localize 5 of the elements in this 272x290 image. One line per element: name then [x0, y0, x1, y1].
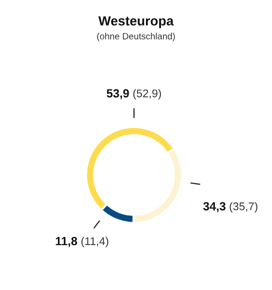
data-label: 11,8 (11,4) [56, 236, 108, 248]
data-label: 53,9 (52,9) [106, 89, 161, 100]
chart-title: Westeuropa [98, 16, 174, 28]
chart-subtitle: (ohne Deutschland) [97, 32, 175, 42]
data-label: 34,3 (35,7) [203, 202, 258, 212]
